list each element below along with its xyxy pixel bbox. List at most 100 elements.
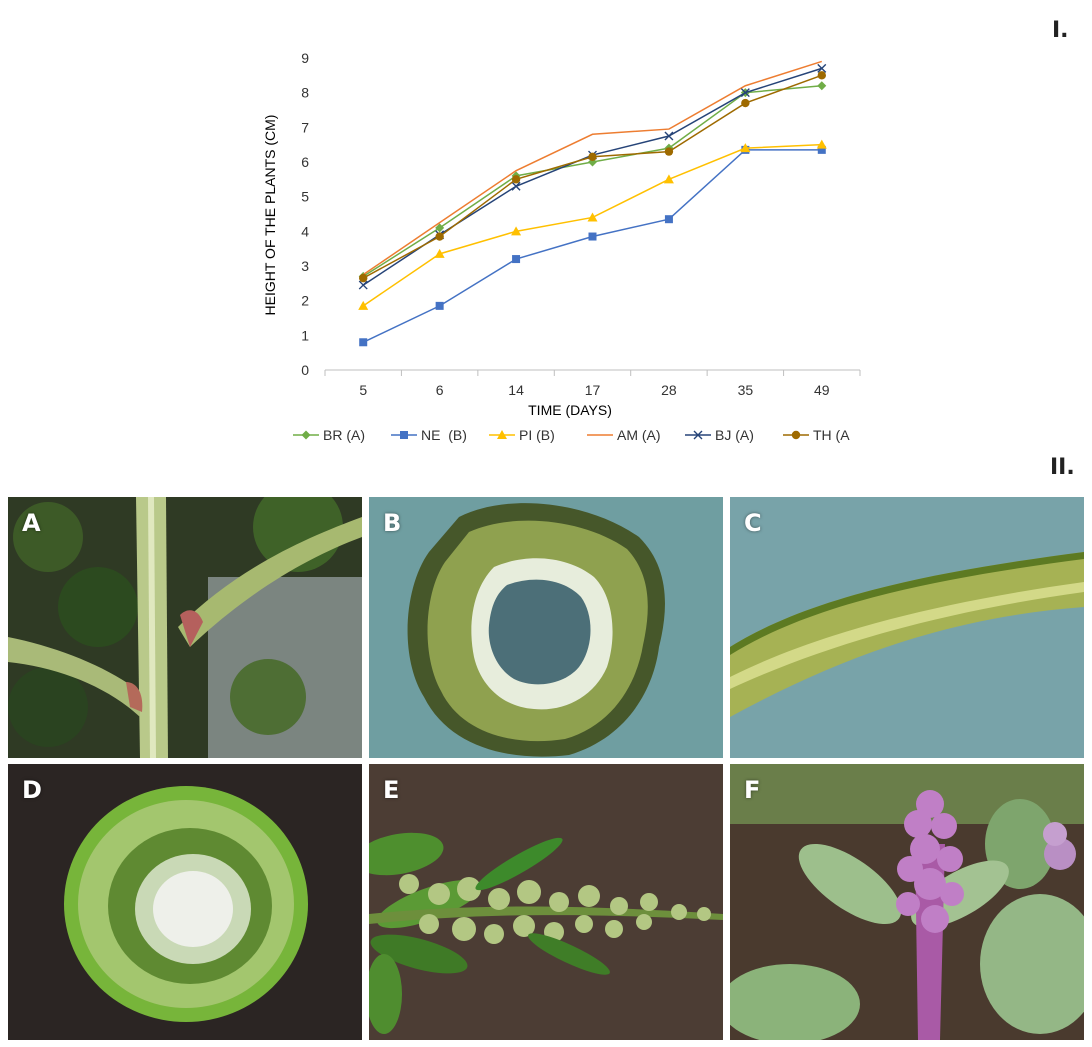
x-tick-label: 6 xyxy=(436,382,444,398)
photo-panel-b: B xyxy=(369,497,723,758)
data-point xyxy=(664,147,674,156)
panel-label-II: II. xyxy=(1050,455,1075,480)
series-line xyxy=(362,84,822,278)
data-point xyxy=(588,152,597,161)
data-point xyxy=(512,255,521,264)
data-point xyxy=(741,98,750,108)
photo-letter-f: F xyxy=(744,776,761,804)
photo-panel-a: A xyxy=(8,497,362,758)
legend-label: BJ (A) xyxy=(715,427,754,443)
series-3 xyxy=(362,60,823,276)
x-tick-label: 17 xyxy=(585,382,601,398)
data-point xyxy=(435,232,444,241)
legend-entry: PI (B) xyxy=(489,427,555,443)
photo-letter-e: E xyxy=(383,776,400,804)
series-0 xyxy=(358,81,827,281)
photo-panel-c: C xyxy=(730,497,1084,758)
data-point xyxy=(663,174,674,184)
plant-height-line-chart: 0 1 2 3 4 5 6 7 8 9 5 6 14 17 28 35 49 HEIGHT OF THE PL… xyxy=(262,50,861,443)
x-tick-label: 28 xyxy=(661,382,677,398)
data-point xyxy=(817,63,827,73)
legend-entry: AM (A) xyxy=(587,427,661,443)
data-point xyxy=(740,143,751,153)
legend-swatch-marker xyxy=(693,430,703,440)
data-point xyxy=(816,139,827,149)
data-point xyxy=(587,212,598,222)
pith-cross-section-photo xyxy=(8,764,362,1040)
legend-entry: TH (A xyxy=(783,427,850,443)
data-point xyxy=(434,248,445,258)
photo-letter-d: D xyxy=(22,776,42,804)
y-tick-label: 5 xyxy=(301,189,309,205)
legend-swatch-marker xyxy=(497,430,507,439)
data-point xyxy=(435,301,444,310)
data-point xyxy=(664,131,674,141)
y-tick-label: 6 xyxy=(301,154,309,170)
chart-legend: BR (A) NE (B) PI (B) AM (A) BJ (A) TH (A xyxy=(293,427,850,443)
data-point xyxy=(435,223,445,233)
y-axis-label: HEIGHT OF THE PLANTS (CM) xyxy=(262,115,278,316)
panel-label-I: I. xyxy=(1052,18,1069,43)
data-point xyxy=(664,215,673,224)
legend-label: TH (A xyxy=(813,427,850,443)
green-inflorescence-photo xyxy=(369,764,723,1040)
series-4 xyxy=(358,63,827,290)
legend-label: BR (A) xyxy=(323,427,365,443)
legend-label: NE (B) xyxy=(421,427,467,443)
legend-swatch-marker xyxy=(301,430,311,440)
y-tick-label: 0 xyxy=(301,362,309,378)
y-tick-label: 4 xyxy=(301,223,309,239)
series-line xyxy=(362,143,822,307)
data-point xyxy=(588,232,597,241)
legend-swatch-marker xyxy=(791,430,801,440)
data-point xyxy=(358,300,369,310)
x-tick-label: 49 xyxy=(814,382,830,398)
purple-inflorescence-photo xyxy=(730,764,1084,1040)
series-line xyxy=(362,74,823,279)
y-tick-label: 8 xyxy=(301,85,309,101)
y-tick-labels: 0 1 2 3 4 5 6 7 8 9 xyxy=(301,50,309,378)
data-point xyxy=(817,81,827,91)
x-tick-label: 35 xyxy=(738,382,754,398)
chart-grid xyxy=(324,369,861,376)
stem-photo xyxy=(8,497,362,758)
photo-panel-e: E xyxy=(369,764,723,1040)
series-1 xyxy=(359,145,826,347)
legend-entry: BJ (A) xyxy=(685,427,754,443)
y-tick-label: 1 xyxy=(301,327,309,343)
data-point xyxy=(511,181,521,191)
chart-series xyxy=(358,60,827,347)
data-point xyxy=(817,145,826,154)
legend-label: AM (A) xyxy=(617,427,661,443)
data-point xyxy=(817,71,826,80)
series-2 xyxy=(358,139,827,310)
x-axis-label: TIME (DAYS) xyxy=(528,402,612,418)
y-tick-label: 9 xyxy=(301,50,309,66)
series-5 xyxy=(359,71,826,283)
series-line xyxy=(362,60,823,276)
photo-letter-b: B xyxy=(383,509,402,537)
hollow-cross-section-photo xyxy=(369,497,723,758)
photo-letter-c: C xyxy=(744,509,762,537)
photo-panel-f: F xyxy=(730,764,1084,1040)
y-tick-label: 3 xyxy=(301,258,309,274)
photo-panel-d: D xyxy=(8,764,362,1040)
x-tick-labels: 5 6 14 17 28 35 49 xyxy=(359,382,829,398)
y-tick-label: 2 xyxy=(301,293,309,309)
data-point xyxy=(511,226,522,236)
legend-entry: BR (A) xyxy=(293,427,365,443)
data-point xyxy=(359,338,368,347)
data-point xyxy=(358,280,368,290)
data-point xyxy=(511,175,521,184)
data-point xyxy=(740,88,750,98)
x-tick-label: 14 xyxy=(508,382,524,398)
legend-label: PI (B) xyxy=(519,427,555,443)
x-tick-label: 5 xyxy=(359,382,367,398)
legend-entry: NE (B) xyxy=(391,427,467,443)
data-point xyxy=(359,273,368,283)
stem-closeup-photo xyxy=(730,497,1084,758)
series-line xyxy=(362,149,822,343)
photo-letter-a: A xyxy=(22,509,41,537)
legend-swatch-marker xyxy=(400,431,408,439)
y-tick-label: 7 xyxy=(301,119,309,135)
